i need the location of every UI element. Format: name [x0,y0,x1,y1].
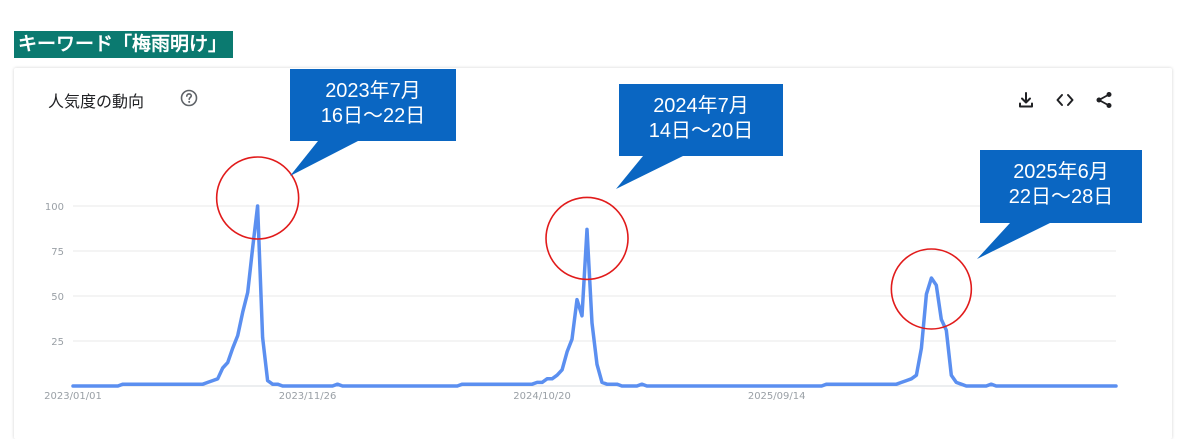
x-tick-label: 2023/11/26 [279,391,337,402]
peak-highlight-circle [545,196,629,281]
embed-icon[interactable] [1055,90,1075,110]
peak-highlight-circle [215,156,300,240]
series-line [71,204,1118,388]
callout-line1: 2023年7月 [325,80,421,102]
callout-pointer [977,223,1050,259]
callout-label: 2025年6月 22日～28日 [980,160,1142,210]
download-icon[interactable] [1016,90,1036,110]
y-tick-label: 50 [51,292,64,303]
callout-line1: 2024年7月 [653,95,749,117]
callout-label: 2024年7月 14日～20日 [619,94,783,144]
keyword-label: キーワード「梅雨明け」 [14,31,234,58]
callout-label: 2023年7月 16日～22日 [290,79,456,129]
callout-line2: 14日～20日 [648,120,754,142]
callout-line1: 2025年6月 [1013,161,1109,183]
callout-line2: 22日～28日 [1008,186,1114,208]
callout-box [980,150,1142,223]
card-title: 人気度の動向 [48,92,145,111]
callout-pointer [290,141,358,176]
x-tick-label: 2023/01/01 [44,391,102,402]
y-tick-label: 25 [51,337,64,348]
y-tick-label: 75 [51,247,64,258]
x-tick-label: 2025/09/14 [748,391,806,402]
callout-line2: 16日～22日 [320,105,426,127]
callout-box [619,84,783,156]
share-icon[interactable] [1094,90,1114,110]
trend-card [14,68,1172,439]
x-tick-label: 2024/10/20 [513,391,571,402]
peak-highlight-circle [890,248,973,330]
help-icon[interactable] [180,89,198,107]
y-tick-label: 100 [45,202,64,213]
callout-box [290,69,456,141]
callout-pointer [616,156,683,189]
